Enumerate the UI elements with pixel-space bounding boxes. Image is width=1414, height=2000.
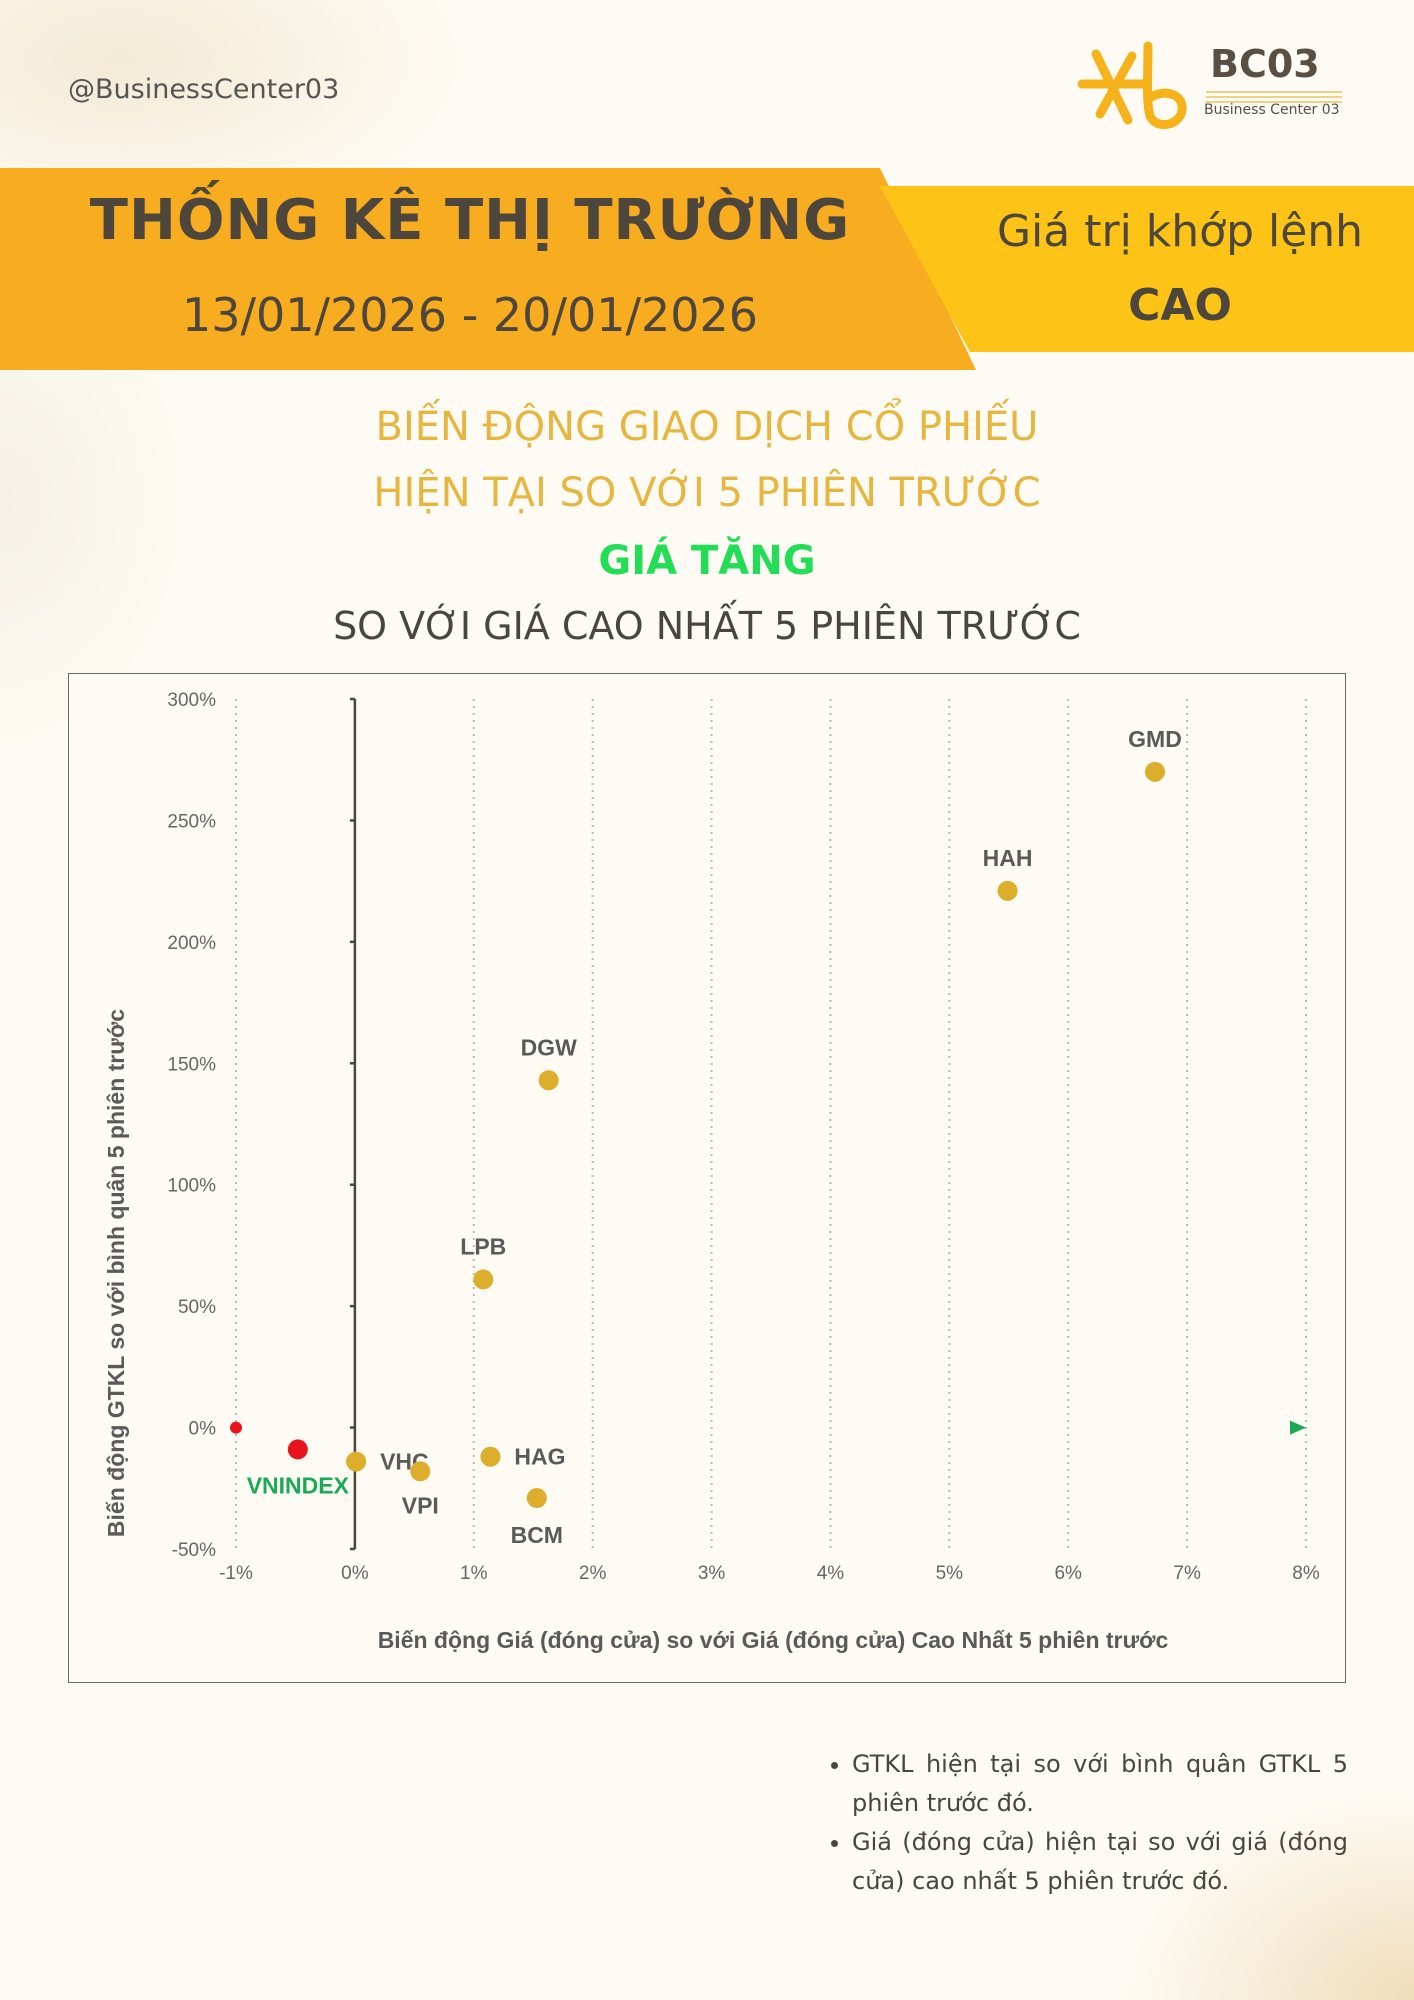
y-tick-label: -50% xyxy=(172,1540,216,1561)
x-axis-arrow-head xyxy=(1290,1420,1306,1435)
badge-banner xyxy=(880,186,1414,352)
y-tick-label: 100% xyxy=(167,1176,216,1197)
date-range: 13/01/2026 - 20/01/2026 xyxy=(181,288,759,342)
data-point xyxy=(346,1451,367,1472)
logo-subtitle: Business Center 03 xyxy=(1204,102,1340,118)
x-tick-label: 7% xyxy=(1173,1563,1201,1584)
y-tick-label: 250% xyxy=(167,811,216,832)
y-axis-label: Biến động GTKL so với bình quân 5 phiên … xyxy=(103,1009,129,1537)
data-label: HAG xyxy=(514,1444,565,1470)
footnotes: GTKL hiện tại so với bình quân GTKL 5 ph… xyxy=(828,1745,1348,1901)
axes xyxy=(230,697,1306,1551)
data-point xyxy=(1145,761,1166,782)
y-tick-label: 0% xyxy=(189,1419,217,1440)
data-label: BCM xyxy=(511,1522,563,1548)
logo: BC03 Business Center 03 xyxy=(1070,40,1350,140)
y-tick-label: 200% xyxy=(167,933,216,954)
data-label: DGW xyxy=(521,1034,578,1060)
data-point xyxy=(480,1446,501,1467)
data-point xyxy=(997,880,1018,901)
x-tick-label: 6% xyxy=(1054,1563,1082,1584)
logo-brand: BC03 xyxy=(1210,42,1320,86)
x-tick-label: 0% xyxy=(341,1563,369,1584)
subtitle-line-1: BIẾN ĐỘNG GIAO DỊCH CỔ PHIẾU xyxy=(375,404,1039,450)
data-label: LPB xyxy=(460,1233,506,1259)
logo-stripes xyxy=(1206,91,1342,103)
subtitle-highlight: GIÁ TĂNG xyxy=(598,538,816,584)
chart-frame xyxy=(68,673,1346,1683)
data-label: VPI xyxy=(402,1492,439,1518)
data-label: VNINDEX xyxy=(247,1472,350,1498)
x-tick-label: 5% xyxy=(936,1563,964,1584)
data-point xyxy=(538,1070,559,1091)
data-point xyxy=(287,1439,308,1460)
x-axis-arrow-start xyxy=(230,1421,242,1434)
page-title: THỐNG KÊ THỊ TRƯỜNG xyxy=(89,188,851,253)
data-label: HAH xyxy=(983,845,1033,871)
x-tick-label: 2% xyxy=(579,1563,607,1584)
badge-label: Giá trị khớp lệnh xyxy=(996,206,1364,257)
x-axis-label: Biến động Giá (đóng cửa) so với Giá (đón… xyxy=(378,1627,1169,1653)
subtitle-line-4: SO VỚI GIÁ CAO NHẤT 5 PHIÊN TRƯỚC xyxy=(333,604,1081,648)
data-label: GMD xyxy=(1128,726,1182,752)
x-tick-label: 4% xyxy=(817,1563,845,1584)
footnote-item: Giá (đóng cửa) hiện tại so với giá (đóng… xyxy=(852,1823,1348,1901)
subtitle-line-2: HIỆN TẠI SO VỚI 5 PHIÊN TRƯỚC xyxy=(373,470,1041,516)
x-tick-label: 3% xyxy=(698,1563,726,1584)
data-point xyxy=(526,1488,547,1508)
data-point xyxy=(410,1461,431,1482)
data-point xyxy=(473,1269,494,1290)
grid-lines xyxy=(235,699,1307,1549)
y-tick-label: 300% xyxy=(167,690,216,711)
y-tick-label: 50% xyxy=(178,1297,216,1318)
x-tick-label: 1% xyxy=(460,1563,488,1584)
x-tick-label: -1% xyxy=(219,1563,253,1584)
title-banner xyxy=(0,168,976,370)
y-tick-label: 150% xyxy=(167,1054,216,1075)
social-handle: @BusinessCenter03 xyxy=(68,74,340,105)
tick-labels: -50% 0% 50% 100% 150% 200% 250% 300% -1% 0% 1% 2% 3%… xyxy=(167,690,1319,1584)
footnote-item: GTKL hiện tại so với bình quân GTKL 5 ph… xyxy=(852,1745,1348,1823)
scatter-chart: -50% 0% 50% 100% 150% 200% 250% 300% -1% 0% 1% 2% 3%… xyxy=(103,690,1320,1653)
x-tick-label: 8% xyxy=(1292,1563,1320,1584)
badge-value: CAO xyxy=(1128,280,1232,331)
kb-star-icon xyxy=(1077,41,1187,129)
